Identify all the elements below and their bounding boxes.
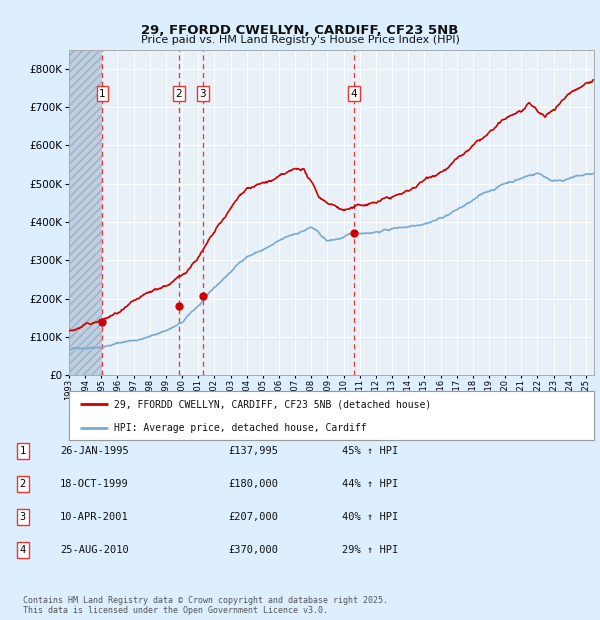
Text: 44% ↑ HPI: 44% ↑ HPI — [342, 479, 398, 489]
Text: 29, FFORDD CWELLYN, CARDIFF, CF23 5NB: 29, FFORDD CWELLYN, CARDIFF, CF23 5NB — [142, 24, 458, 37]
Text: Price paid vs. HM Land Registry's House Price Index (HPI): Price paid vs. HM Land Registry's House … — [140, 35, 460, 45]
Text: HPI: Average price, detached house, Cardiff: HPI: Average price, detached house, Card… — [113, 423, 366, 433]
Text: 25-AUG-2010: 25-AUG-2010 — [60, 545, 129, 555]
Text: 10-APR-2001: 10-APR-2001 — [60, 512, 129, 522]
Text: £370,000: £370,000 — [228, 545, 278, 555]
Text: 2: 2 — [176, 89, 182, 99]
Text: 3: 3 — [199, 89, 206, 99]
Bar — [69, 50, 103, 375]
Text: 40% ↑ HPI: 40% ↑ HPI — [342, 512, 398, 522]
Text: 4: 4 — [20, 545, 26, 555]
Text: £180,000: £180,000 — [228, 479, 278, 489]
Text: 3: 3 — [20, 512, 26, 522]
Text: 1: 1 — [20, 446, 26, 456]
Text: 2: 2 — [20, 479, 26, 489]
Text: 26-JAN-1995: 26-JAN-1995 — [60, 446, 129, 456]
Text: 45% ↑ HPI: 45% ↑ HPI — [342, 446, 398, 456]
Text: 29% ↑ HPI: 29% ↑ HPI — [342, 545, 398, 555]
Text: 29, FFORDD CWELLYN, CARDIFF, CF23 5NB (detached house): 29, FFORDD CWELLYN, CARDIFF, CF23 5NB (d… — [113, 399, 431, 409]
Text: £137,995: £137,995 — [228, 446, 278, 456]
Text: £207,000: £207,000 — [228, 512, 278, 522]
Text: Contains HM Land Registry data © Crown copyright and database right 2025.
This d: Contains HM Land Registry data © Crown c… — [23, 596, 388, 615]
Text: 18-OCT-1999: 18-OCT-1999 — [60, 479, 129, 489]
Text: 1: 1 — [99, 89, 106, 99]
Text: 4: 4 — [351, 89, 358, 99]
